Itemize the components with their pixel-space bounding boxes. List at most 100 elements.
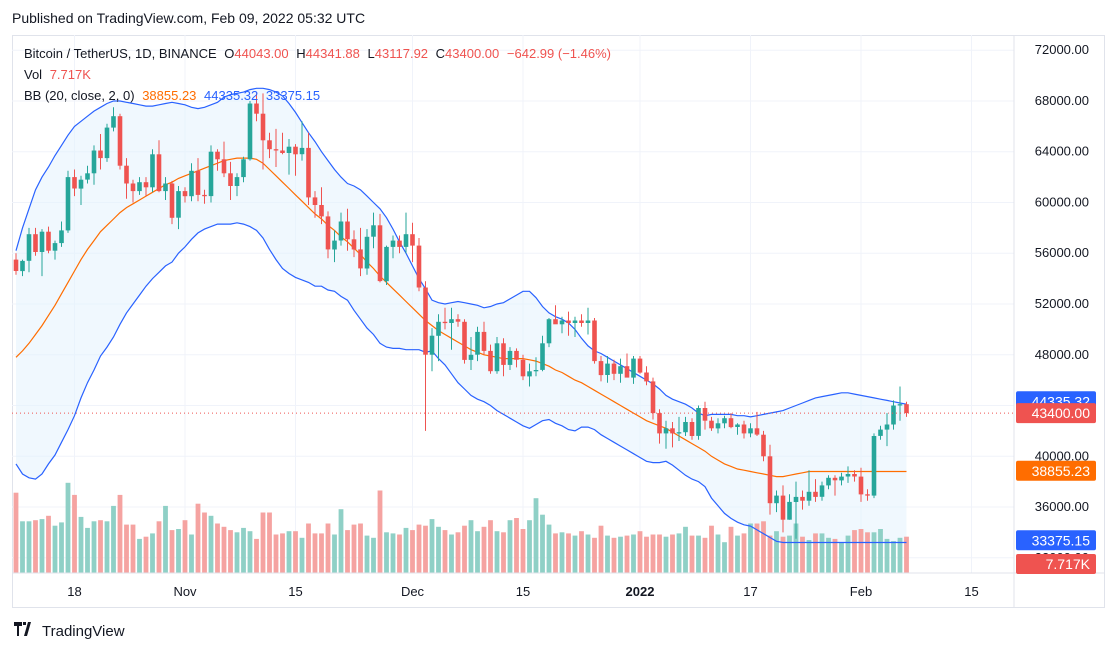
volume-bar [787, 535, 792, 573]
candle [221, 141, 227, 178]
volume-bar [631, 534, 636, 573]
candle [813, 479, 818, 502]
candle [306, 132, 311, 205]
volume-bar [735, 535, 740, 573]
candle [104, 123, 110, 162]
volume-bar [429, 519, 435, 573]
volume-bar [475, 531, 480, 573]
candle [52, 240, 58, 260]
volume-bar [488, 520, 493, 573]
time-tick-label: Dec [401, 584, 425, 599]
candle [728, 413, 734, 429]
tradingview-logo[interactable]: TradingView [14, 622, 125, 640]
candle [715, 418, 721, 434]
volume-bar [260, 512, 266, 573]
legend-ohlc: Bitcoin / TetherUS, 1D, BINANCE O44043.0… [24, 46, 615, 61]
candle [325, 211, 331, 259]
volume-bar [696, 535, 701, 573]
volume-bar [39, 519, 45, 573]
volume-bar [78, 516, 84, 573]
candle [527, 363, 532, 387]
candle [280, 132, 285, 155]
candle [429, 328, 435, 372]
volume-bar [72, 494, 77, 573]
volume-bar [585, 534, 591, 573]
volume-bar [865, 532, 870, 573]
candle [904, 401, 909, 417]
candle [540, 335, 545, 372]
candle [189, 163, 194, 202]
volume-bar [52, 525, 58, 573]
legend-volume: Vol 7.717K [24, 67, 95, 82]
candle [169, 180, 175, 225]
volume-bar [410, 530, 415, 573]
symbol-title[interactable]: Bitcoin / TetherUS, 1D, BINANCE [24, 46, 217, 61]
time-tick-label: 17 [743, 584, 757, 599]
time-tick-label: Nov [173, 584, 197, 599]
volume-bar [202, 512, 207, 573]
volume-bar [117, 494, 123, 573]
volume-bar [904, 536, 909, 573]
candle [650, 377, 656, 420]
candle [514, 348, 519, 368]
candle [442, 307, 448, 330]
candle [117, 113, 123, 170]
time-tick-label: 15 [288, 584, 302, 599]
volume-bar [111, 505, 116, 573]
candle [858, 467, 864, 502]
bb-label[interactable]: BB (20, close, 2, 0) [24, 88, 135, 103]
candle [657, 409, 662, 444]
candle [793, 481, 799, 539]
volume-bar [533, 498, 539, 573]
volume-bar [598, 525, 604, 573]
bollinger-upper-band [15, 87, 907, 418]
candle [176, 186, 181, 230]
volume-bar [605, 535, 610, 573]
volume-bar [670, 534, 675, 573]
candle [501, 338, 506, 377]
volume-bar [813, 533, 818, 573]
candle [436, 314, 441, 362]
candle [832, 475, 838, 496]
svg-text:38855.23: 38855.23 [1032, 463, 1091, 479]
time-tick-label: 15 [964, 584, 978, 599]
candle [195, 158, 201, 202]
candle [826, 475, 831, 490]
candle [202, 189, 207, 204]
candle [130, 179, 136, 203]
candle [416, 238, 422, 292]
candle [358, 227, 363, 277]
time-axis: 18 Nov 15 Dec 15 2022 17 Feb 15 [67, 584, 978, 599]
candle [819, 481, 825, 501]
candle [111, 107, 116, 132]
candle [254, 93, 259, 122]
volume-bar [26, 521, 32, 573]
candle [286, 139, 292, 175]
volume-bar [767, 535, 773, 573]
volume-bar [715, 534, 721, 573]
candle [13, 253, 19, 275]
volume-label[interactable]: Vol [24, 67, 43, 82]
volume-bar [566, 533, 571, 573]
volume-bar [501, 532, 506, 573]
volume-bar [793, 523, 799, 573]
volume-bar [481, 526, 487, 573]
volume-bar [546, 524, 552, 573]
candle [572, 316, 578, 337]
low-label: L [367, 46, 375, 61]
candle [546, 318, 552, 348]
price-tick-label: 64000.00 [1035, 144, 1089, 159]
volume-bar [234, 532, 240, 573]
volume-bar [878, 529, 883, 573]
volume-bar [572, 535, 578, 573]
volume-bar [683, 526, 688, 573]
price-chart[interactable]: 72000.00 68000.00 64000.00 60000.00 56000.00… [12, 35, 1105, 608]
candle [475, 326, 480, 362]
candle [215, 149, 220, 171]
volume-bar [189, 534, 194, 573]
volume-bar [124, 524, 129, 573]
volume-bar [195, 503, 201, 573]
volume-bar [267, 512, 272, 573]
candle [273, 128, 279, 167]
volume-bar [371, 537, 376, 573]
